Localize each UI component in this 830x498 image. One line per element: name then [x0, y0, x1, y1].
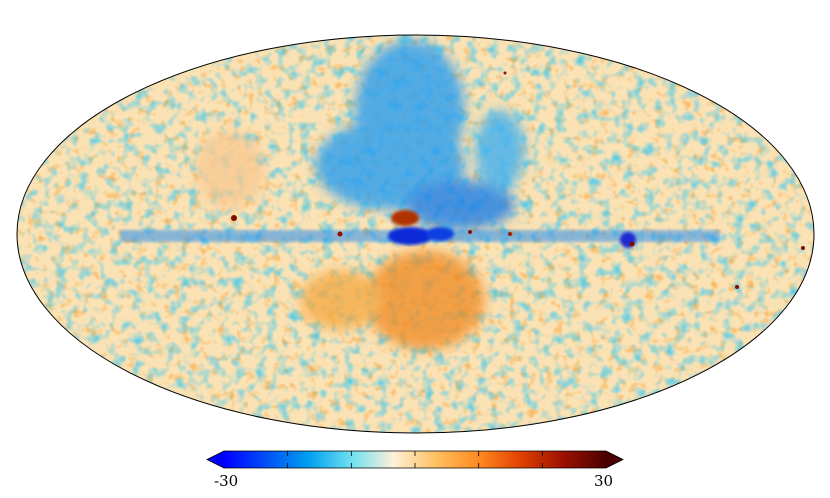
- colorbar-outline: [206, 450, 624, 469]
- colorbar-min-label: -30: [214, 472, 239, 490]
- north-blue-lobe: [315, 40, 525, 230]
- colorbar-ticks: [287, 451, 543, 468]
- map-field: [17, 35, 814, 433]
- colorbar-body: [224, 451, 606, 468]
- colorbar-max-label: 30: [594, 472, 614, 490]
- galactic-plane: [120, 71, 805, 289]
- south-orange-lobe: [195, 130, 485, 350]
- map-outline: [16, 34, 815, 434]
- colorbar-max-extension: [606, 451, 623, 468]
- colorbar-min-extension: [207, 451, 224, 468]
- colorbar: [206, 450, 624, 469]
